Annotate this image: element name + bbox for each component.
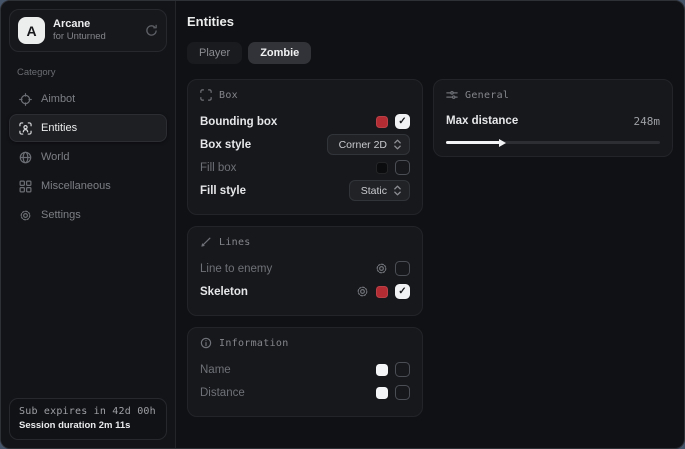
box-corners-icon bbox=[200, 89, 212, 101]
row-settings-gear-icon[interactable] bbox=[356, 285, 369, 298]
color-swatch[interactable] bbox=[376, 363, 388, 376]
setting-label: Bounding box bbox=[200, 115, 278, 128]
checkbox-unchecked[interactable] bbox=[395, 362, 410, 377]
sub-expiry-text: Sub expires in 42d 00h bbox=[19, 406, 156, 417]
max-distance-slider[interactable] bbox=[446, 138, 660, 147]
color-swatch[interactable] bbox=[376, 386, 388, 399]
setting-row-fill-box: Fill box bbox=[200, 156, 410, 179]
slider-thumb-icon[interactable] bbox=[498, 138, 506, 147]
setting-row-name: Name bbox=[200, 358, 410, 381]
checkbox-unchecked[interactable] bbox=[395, 160, 410, 175]
session-duration-text: Session duration 2m 11s bbox=[19, 420, 131, 431]
card-header-label: General bbox=[465, 89, 510, 101]
fill-style-dropdown[interactable]: Static bbox=[348, 180, 410, 201]
dropdown-value: Corner 2D bbox=[338, 138, 387, 151]
dropdown-value: Static bbox=[360, 184, 387, 197]
grid-icon bbox=[19, 180, 32, 193]
checkbox-checked[interactable]: ✓ bbox=[395, 114, 410, 129]
chevron-up-down-icon bbox=[393, 139, 402, 150]
setting-row-box-style: Box style Corner 2D bbox=[200, 133, 410, 156]
checkbox-unchecked[interactable] bbox=[395, 261, 410, 276]
sidebar-item-settings[interactable]: Settings bbox=[9, 201, 167, 229]
info-icon bbox=[200, 337, 212, 349]
app-subtitle: for Unturned bbox=[53, 31, 106, 43]
sidebar-item-label: World bbox=[41, 151, 70, 163]
general-card: General Max distance 248m bbox=[433, 79, 673, 157]
setting-label: Max distance bbox=[446, 115, 519, 127]
row-settings-gear-icon[interactable] bbox=[375, 262, 388, 275]
page-title: Entities bbox=[187, 14, 234, 29]
sliders-icon bbox=[446, 89, 458, 101]
setting-row-distance: Distance bbox=[200, 381, 410, 404]
sidebar-item-label: Entities bbox=[41, 122, 78, 134]
setting-label: Skeleton bbox=[200, 285, 248, 298]
color-swatch[interactable] bbox=[376, 161, 388, 174]
category-label: Category bbox=[17, 67, 56, 78]
setting-row-line-to-enemy: Line to enemy bbox=[200, 257, 410, 280]
setting-row-skeleton: Skeleton ✓ bbox=[200, 280, 410, 303]
entity-tabs: Player Zombie bbox=[187, 42, 673, 64]
check-icon: ✓ bbox=[398, 285, 407, 297]
sidebar-item-label: Settings bbox=[41, 209, 81, 221]
setting-row-fill-style: Fill style Static bbox=[200, 179, 410, 202]
setting-label: Box style bbox=[200, 138, 252, 151]
max-distance-value: 248m bbox=[633, 114, 661, 128]
sync-icon[interactable] bbox=[145, 24, 158, 37]
subscription-status: Sub expires in 42d 00h Session duration … bbox=[9, 398, 167, 440]
tab-player[interactable]: Player bbox=[187, 42, 243, 64]
checkbox-checked[interactable]: ✓ bbox=[395, 284, 410, 299]
checkbox-unchecked[interactable] bbox=[395, 385, 410, 400]
slider-fill bbox=[446, 138, 506, 147]
sidebar-item-label: Aimbot bbox=[41, 93, 76, 105]
card-header-label: Lines bbox=[219, 236, 251, 248]
sidebar-item-world[interactable]: World bbox=[9, 143, 167, 171]
diagonal-line-icon bbox=[200, 236, 212, 248]
sidebar-item-label: Miscellaneous bbox=[41, 180, 111, 192]
setting-label: Line to enemy bbox=[200, 262, 273, 275]
color-swatch[interactable] bbox=[376, 115, 388, 128]
sidebar: A Arcane for Unturned Category Aimbot bbox=[1, 1, 176, 448]
main-panel: Entities Player Zombie Box bbox=[176, 1, 684, 448]
lines-card: Lines Line to enemy bbox=[187, 226, 423, 316]
sidebar-item-miscellaneous[interactable]: Miscellaneous bbox=[9, 172, 167, 200]
entity-scan-icon bbox=[19, 121, 32, 135]
setting-row-max-distance: Max distance 248m bbox=[446, 110, 660, 132]
box-style-dropdown[interactable]: Corner 2D bbox=[326, 134, 410, 155]
setting-label: Fill style bbox=[200, 184, 247, 197]
chevron-up-down-icon bbox=[393, 185, 402, 196]
setting-label: Distance bbox=[200, 386, 245, 399]
tab-zombie[interactable]: Zombie bbox=[248, 42, 312, 64]
card-header-label: Information bbox=[219, 337, 289, 349]
brand-card: A Arcane for Unturned bbox=[9, 9, 167, 52]
sidebar-item-entities[interactable]: Entities bbox=[9, 114, 167, 142]
crosshair-icon bbox=[19, 92, 32, 106]
globe-icon bbox=[19, 151, 32, 164]
color-swatch[interactable] bbox=[376, 285, 388, 298]
information-card: Information Name Distance bbox=[187, 327, 423, 417]
check-icon: ✓ bbox=[398, 115, 407, 127]
app-logo: A bbox=[18, 17, 45, 44]
app-title: Arcane bbox=[53, 17, 91, 30]
setting-label: Name bbox=[200, 363, 231, 376]
gear-icon bbox=[19, 209, 32, 222]
card-header-label: Box bbox=[219, 89, 238, 101]
setting-row-bounding-box: Bounding box ✓ bbox=[200, 110, 410, 133]
sidebar-item-aimbot[interactable]: Aimbot bbox=[9, 85, 167, 113]
box-card: Box Bounding box ✓ Box style Corner 2D bbox=[187, 79, 423, 215]
setting-label: Fill box bbox=[200, 161, 237, 174]
